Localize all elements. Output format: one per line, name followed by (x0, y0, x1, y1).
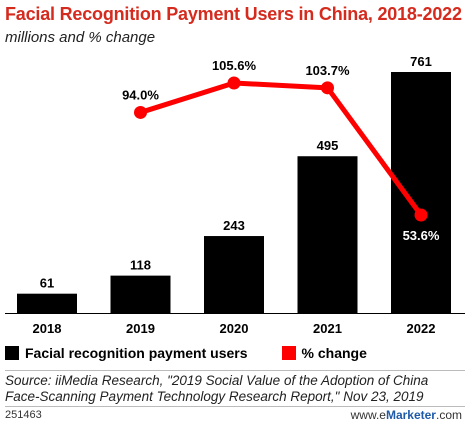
bar-label-2020: 243 (223, 218, 245, 233)
line-label-2019: 94.0% (122, 87, 159, 102)
legend-label-bars: Facial recognition payment users (25, 345, 248, 361)
brand-name: Marketer (385, 408, 436, 422)
chart-title: Facial Recognition Payment Users in Chin… (5, 4, 462, 24)
bar-2020 (204, 236, 264, 313)
legend-label-line: % change (301, 345, 367, 361)
bar-label-2019: 118 (130, 258, 151, 273)
line-point-2021 (321, 81, 334, 95)
line-point-2022 (414, 208, 428, 222)
chart-subtitle: millions and % change (5, 29, 156, 46)
bar-2019 (110, 275, 171, 313)
x-tick-2022: 2022 (407, 321, 436, 336)
divider-bottom (5, 406, 465, 407)
legend-item-line: % change (281, 345, 367, 361)
legend-swatch-bars (5, 346, 19, 360)
chart-id: 251463 (5, 409, 42, 421)
legend-item-bars: Facial recognition payment users (5, 345, 248, 361)
bar-2018 (17, 293, 77, 313)
bar-label-2018: 61 (40, 276, 54, 291)
bar-2022 (391, 72, 451, 313)
line-label-2021: 103.7% (305, 63, 350, 78)
line-label-2022: 53.6% (403, 228, 440, 243)
x-tick-2019: 2019 (126, 321, 155, 336)
x-tick-2018: 2018 (33, 321, 62, 336)
bar-label-2022: 761 (410, 54, 432, 69)
brand-suffix: .com (435, 408, 462, 422)
x-tick-2021: 2021 (313, 321, 342, 336)
chart-canvas: 61 2018 118 2019 243 2020 495 2021 761 2022 94.0% 1… (5, 54, 465, 336)
chart-legend: Facial recognition payment users % chang… (5, 345, 401, 361)
line-label-2020: 105.6% (212, 58, 257, 73)
bar-2021 (297, 156, 358, 313)
brand-prefix: www.e (350, 408, 386, 422)
source-note: Source: iiMedia Research, "2019 Social V… (5, 373, 429, 404)
line-point-2020 (227, 76, 241, 90)
x-tick-2020: 2020 (220, 321, 249, 336)
legend-swatch-line (281, 346, 296, 360)
line-point-2019 (134, 105, 147, 119)
brand-logo: www.eMarketer.com (351, 408, 462, 422)
bar-label-2021: 495 (317, 138, 339, 153)
divider-top (5, 370, 465, 371)
line-percent-change (138, 80, 424, 218)
